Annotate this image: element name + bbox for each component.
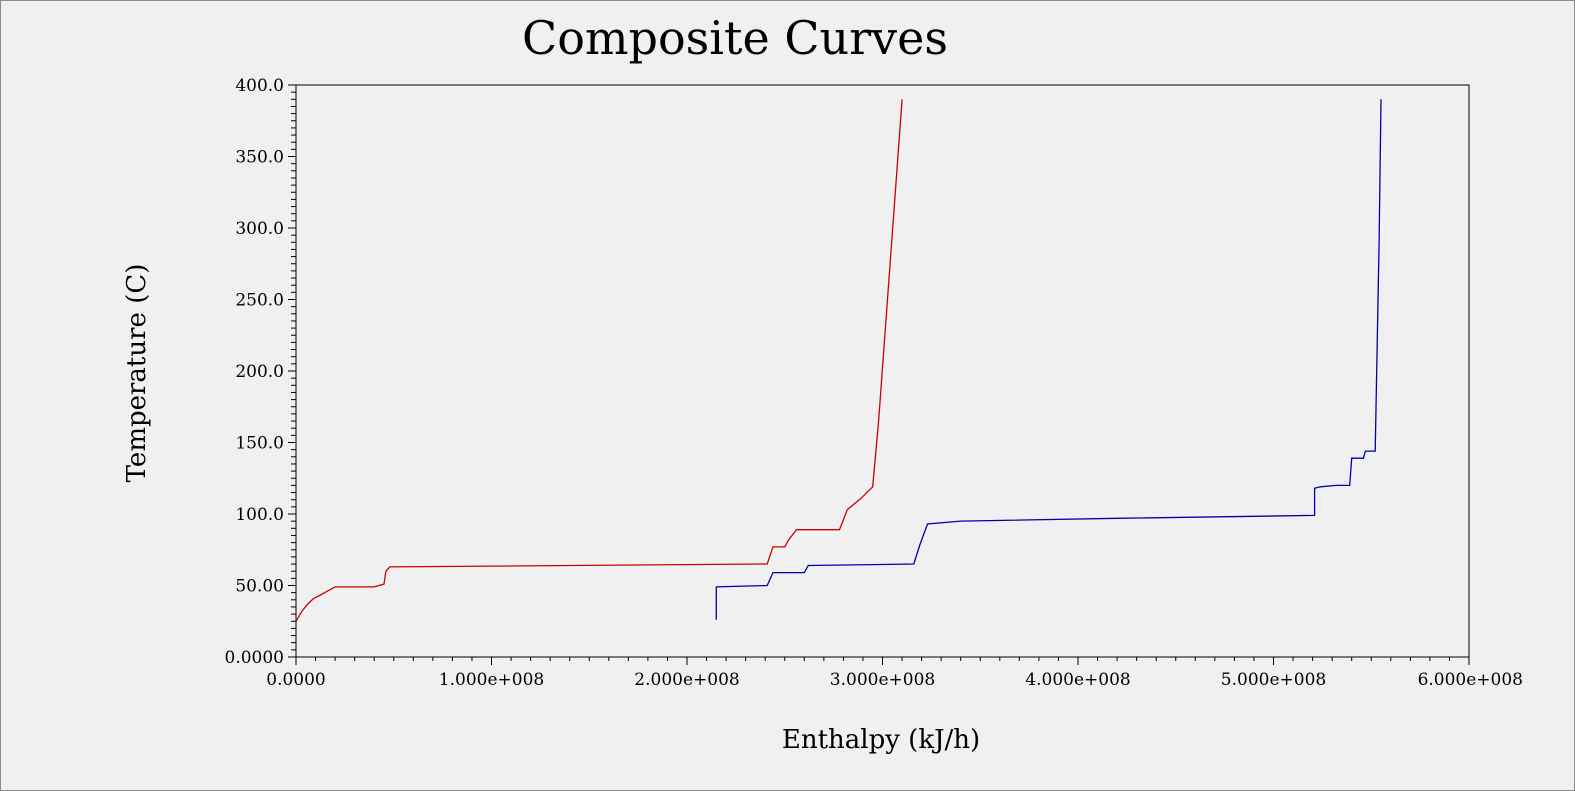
cold-composite-curve [715,99,1382,620]
y-tick-label: 200.0 [235,362,284,382]
y-tick-label: 50.00 [235,577,284,597]
y-tick-label: 150.0 [235,434,284,454]
y-tick-label: 300.0 [235,219,284,239]
y-tick-label: 350.0 [235,148,284,168]
plot-area: 0.0000 50.00 100.0 150.0 200.0 250.0 300.0 350.… [225,76,1523,690]
hot-composite-curve [295,99,903,622]
y-axis-label: Temperature (C) [122,264,152,483]
x-tick-label: 1.000e+008 [439,670,544,690]
x-tick-label: 2.000e+008 [634,670,739,690]
y-tick-label: 100.0 [235,505,284,525]
y-tick-label: 250.0 [235,291,284,311]
x-tick-label: 5.000e+008 [1221,670,1326,690]
x-tick-label: 3.000e+008 [830,670,935,690]
y-tick-label: 400.0 [235,76,284,96]
x-tick-label: 4.000e+008 [1025,670,1130,690]
y-tick-label: 0.0000 [225,648,284,668]
x-tick-label: 6.000e+008 [1418,670,1523,690]
chart-title: Composite Curves [522,11,948,65]
x-tick-label: 0.0000 [266,670,325,690]
x-axis-label: Enthalpy (kJ/h) [782,725,980,755]
